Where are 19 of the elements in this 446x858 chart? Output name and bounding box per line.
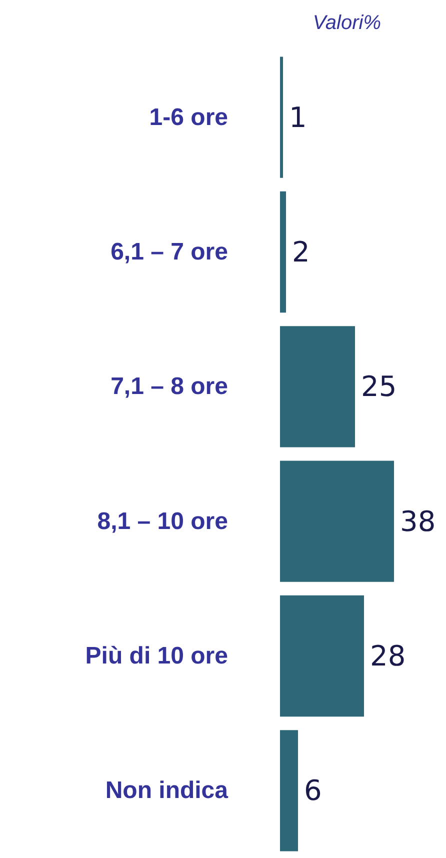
data-label: 25: [361, 370, 397, 404]
data-label: 6: [304, 774, 322, 808]
data-label: 28: [370, 640, 406, 672]
bar: [280, 595, 364, 717]
bar: [280, 56, 283, 178]
y-tick-label: 1-6 ore: [149, 104, 228, 131]
data-label: 38: [400, 504, 436, 538]
bar: [280, 460, 394, 582]
bar: [280, 730, 298, 852]
y-tick-label: 7,1 – 8 ore: [110, 373, 228, 400]
bar: [280, 326, 355, 448]
data-label: 1: [289, 100, 307, 134]
y-tick-label: Più di 10 ore: [85, 642, 228, 670]
data-label: 2: [292, 236, 310, 268]
bar: [280, 191, 286, 313]
y-tick-label: 8,1 – 10 ore: [97, 508, 228, 535]
y-tick-label: 6,1 – 7 ore: [110, 238, 228, 266]
y-tick-label: Non indica: [105, 777, 229, 804]
chart-title: Valori%: [312, 12, 382, 34]
